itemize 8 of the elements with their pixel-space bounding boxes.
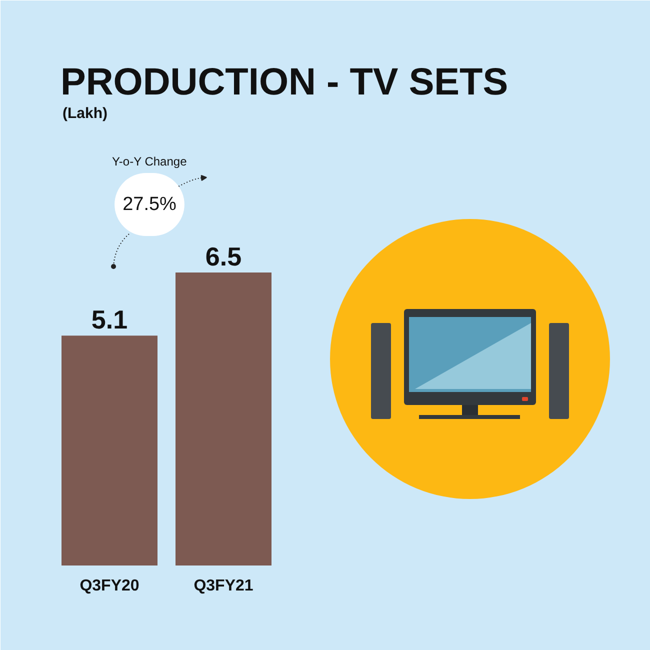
x-tick-label: Q3FY20 [80, 578, 140, 594]
chart-subtitle: (Lakh) [62, 105, 108, 122]
data-label: 6.5 [205, 242, 242, 272]
data-label: 5.1 [91, 304, 128, 335]
x-tick-label: Q3FY21 [194, 578, 254, 594]
text: 27.5% [122, 194, 177, 215]
text: Y-o-Y Change [112, 154, 188, 168]
chart-title: PRODUCTION - TV SETS [60, 62, 508, 104]
